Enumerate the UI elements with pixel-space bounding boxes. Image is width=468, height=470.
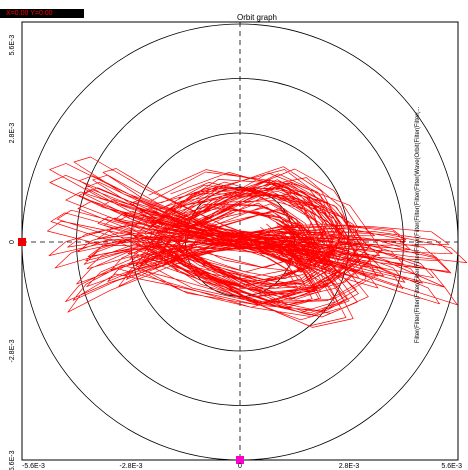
- chart-title: Orbit graph: [237, 13, 277, 22]
- orbit-marker-0: [18, 238, 26, 246]
- y-tick-label: 2.8E-3: [9, 123, 16, 144]
- x-ticks: -5.6E-3 -2.8E-3 0 2.8E-3 5.6E-3: [22, 463, 462, 470]
- x-tick-label: 5.6E-3: [441, 463, 462, 470]
- x-tick-label: -5.6E-3: [22, 463, 45, 470]
- x-tick-label: 0: [238, 463, 242, 470]
- y-tick-label: 5.6E-3: [9, 35, 16, 56]
- y-ticks: 5.6E-3 2.8E-3 0 -2.8E-3 -5.6E-3: [9, 35, 16, 470]
- signal-name-label: Filter(Filter(Filter(Filter(Filter(Filte…: [415, 106, 421, 344]
- cursor-readout: X=0.00 Y=0.00: [0, 9, 84, 18]
- y-tick-label: -2.8E-3: [9, 339, 16, 362]
- y-tick-label: 0: [9, 240, 16, 244]
- markers: [18, 238, 244, 464]
- y-tick-label: -5.6E-3: [9, 450, 16, 470]
- orbit-trace-0: [47, 156, 468, 328]
- orbit-series: [47, 156, 468, 328]
- orbit-marker-1: [236, 456, 244, 464]
- x-tick-label: -2.8E-3: [120, 463, 143, 470]
- x-tick-label: 2.8E-3: [339, 463, 360, 470]
